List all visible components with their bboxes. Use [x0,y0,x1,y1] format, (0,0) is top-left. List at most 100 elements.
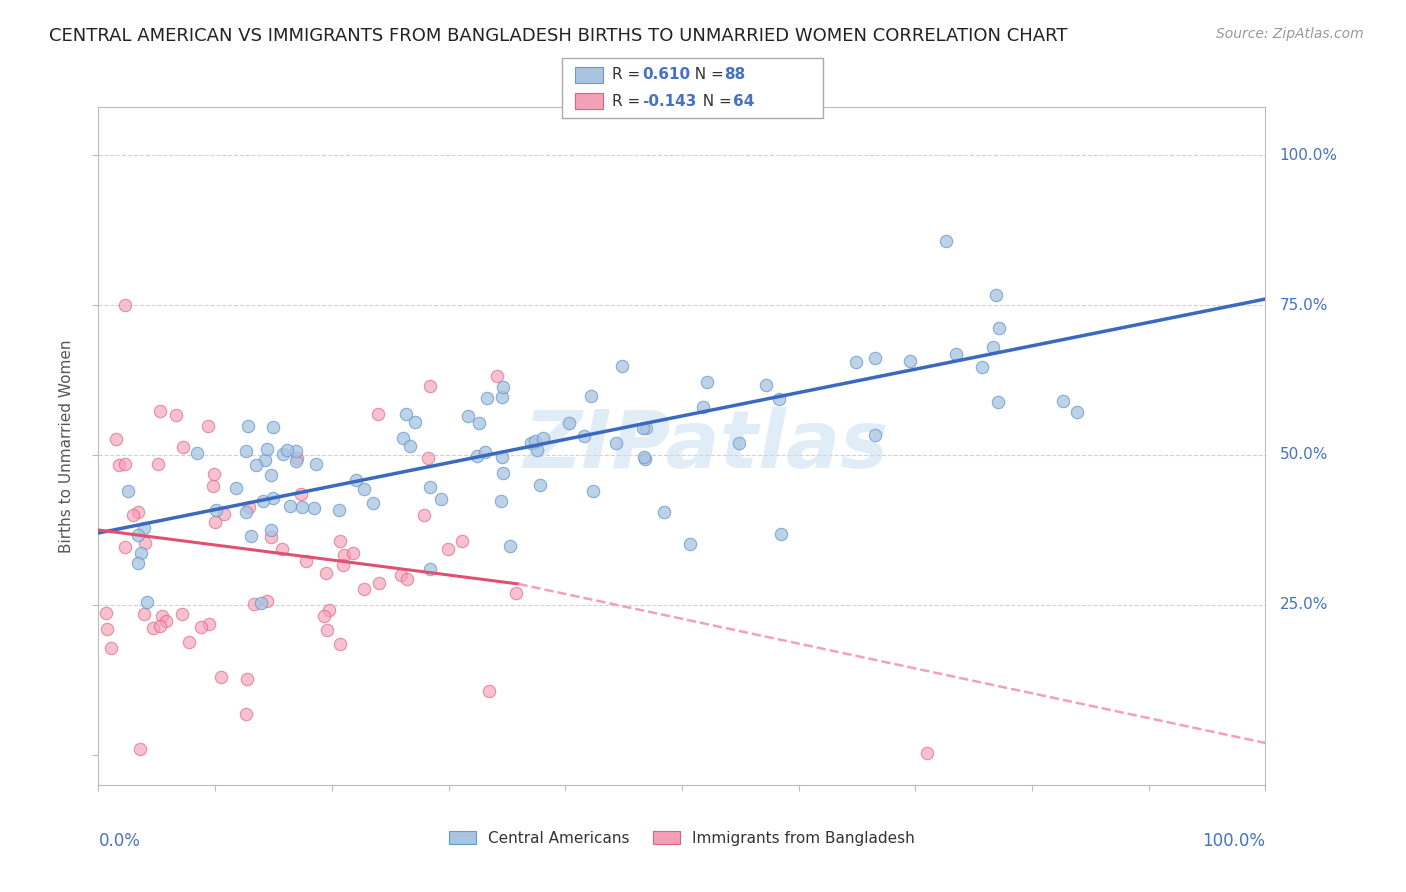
Point [259,467,281,482]
Text: Source: ZipAtlas.com: Source: ZipAtlas.com [1216,27,1364,41]
Point [278,499,301,513]
Point [205,503,228,517]
Point [579,389,602,403]
Point [177,634,200,648]
Point [486,369,509,384]
Point [727,436,749,450]
Point [197,418,219,433]
Point [172,440,194,454]
Point [114,541,136,555]
Text: 88: 88 [724,67,745,82]
Point [353,582,375,597]
Point [214,507,236,521]
Point [127,505,149,519]
Point [132,607,155,621]
Point [768,392,790,407]
Point [271,542,294,557]
Point [332,558,354,572]
Point [276,443,298,458]
Point [190,620,212,634]
Point [316,623,339,637]
Point [260,523,283,537]
Point [149,404,172,418]
Point [492,467,515,481]
Point [413,508,436,522]
Point [692,400,714,414]
Point [315,566,337,580]
Point [186,446,208,460]
Point [107,458,129,473]
Point [465,449,488,463]
Point [474,445,496,459]
Point [314,609,336,624]
Point [295,554,318,568]
Point [394,407,416,421]
Text: 100.0%: 100.0% [1279,147,1337,162]
Point [367,408,389,422]
Point [239,529,262,543]
Point [582,483,605,498]
Point [679,537,702,551]
Point [235,505,257,519]
Point [368,576,391,591]
Point [127,556,149,570]
Text: N =: N = [685,67,728,82]
Point [94,606,117,620]
Point [572,429,595,443]
Point [605,436,627,450]
Point [302,500,325,515]
Point [284,453,307,467]
Point [256,594,278,608]
Point [353,483,375,497]
Point [558,416,581,430]
Point [291,500,314,514]
Point [520,435,543,450]
Point [526,443,548,458]
Point [769,527,792,541]
Point [633,450,655,465]
Legend: Central Americans, Immigrants from Bangladesh: Central Americans, Immigrants from Bangl… [443,824,921,852]
Point [328,503,350,517]
Point [129,742,152,756]
Point [972,359,994,374]
Point [204,467,226,482]
Point [863,427,886,442]
Point [114,457,136,471]
Point [305,457,328,471]
Point [935,234,957,248]
Point [329,637,352,651]
Text: ZIPatlas: ZIPatlas [523,407,887,485]
Point [329,533,352,548]
Point [271,447,294,461]
Point [150,608,173,623]
Point [284,444,307,458]
Point [121,508,143,523]
Point [898,353,921,368]
Point [236,418,259,433]
Point [987,395,1010,409]
Point [457,409,479,424]
Point [863,351,886,365]
Point [754,378,776,392]
Point [633,451,655,466]
Point [430,491,453,506]
Point [256,442,278,456]
Point [198,616,221,631]
Point [238,500,260,514]
Point [419,379,441,393]
Text: CENTRAL AMERICAN VS IMMIGRANTS FROM BANGLADESH BIRTHS TO UNMARRIED WOMEN CORRELA: CENTRAL AMERICAN VS IMMIGRANTS FROM BANG… [49,27,1067,45]
Point [204,516,226,530]
Point [254,452,277,467]
Point [529,477,551,491]
Point [225,481,247,495]
Text: 25.0%: 25.0% [1279,598,1327,613]
Text: 75.0%: 75.0% [1279,298,1327,312]
Point [342,546,364,560]
Point [134,536,156,550]
Point [235,672,257,686]
Point [492,379,515,393]
Point [652,505,675,519]
Point [290,487,312,501]
Point [165,408,187,422]
Point [235,443,257,458]
